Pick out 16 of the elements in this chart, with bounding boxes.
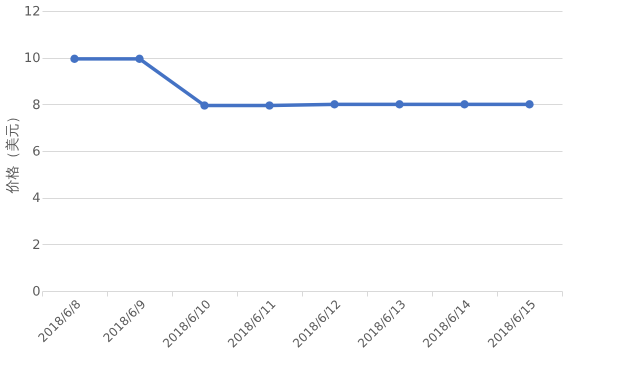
y-tick-label: 6 (32, 144, 40, 160)
point (460, 100, 469, 109)
y-axis-title: 价格（美元） (4, 110, 21, 194)
y-tick-label: 2 (32, 238, 40, 253)
point (200, 101, 209, 110)
y-tick-label: 0 (32, 284, 40, 300)
point (395, 100, 404, 109)
point (265, 101, 274, 110)
point (330, 100, 339, 109)
y-tick-label: 12 (24, 4, 40, 20)
point (70, 54, 79, 64)
y-tick-label: 8 (32, 98, 40, 113)
y-tick-label: 10 (24, 51, 40, 66)
y-tick-label: 4 (32, 191, 40, 206)
point (135, 54, 144, 64)
point (525, 100, 534, 109)
